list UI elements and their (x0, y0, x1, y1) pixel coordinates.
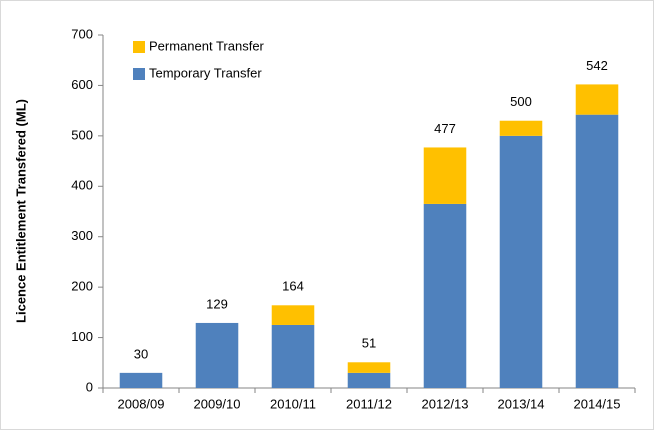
y-tick-label: 600 (71, 77, 93, 92)
legend-swatch (133, 41, 145, 53)
bar-segment (271, 305, 315, 325)
bar-segment (271, 324, 315, 388)
data-label: 129 (206, 296, 228, 311)
bar-segment (575, 84, 619, 115)
data-label: 30 (134, 346, 148, 361)
x-tick-label: 2013/14 (498, 396, 545, 411)
y-tick-label: 700 (71, 26, 93, 41)
bar-segment (347, 372, 391, 388)
y-tick-label: 100 (71, 329, 93, 344)
legend-label: Permanent Transfer (149, 38, 265, 53)
data-label: 477 (434, 121, 456, 136)
x-tick-label: 2008/09 (118, 396, 165, 411)
data-label: 164 (282, 279, 304, 294)
bar-segment (423, 147, 467, 204)
data-label: 51 (362, 336, 376, 351)
x-tick-label: 2014/15 (574, 396, 621, 411)
x-tick-label: 2009/10 (194, 396, 241, 411)
bar-segment (195, 322, 239, 388)
x-tick-label: 2010/11 (270, 396, 316, 411)
bar-segment (347, 362, 391, 373)
bar-segment (119, 372, 163, 388)
x-tick-label: 2012/13 (422, 396, 469, 411)
bar-segment (499, 120, 543, 136)
y-axis-label: Licence Entitlement Transfered (ML) (13, 99, 28, 323)
bar-segment (499, 135, 543, 388)
bar-segment (423, 203, 467, 388)
y-tick-label: 500 (71, 127, 93, 142)
y-tick-label: 0 (86, 379, 93, 394)
data-label: 542 (586, 58, 608, 73)
bar-segment (575, 114, 619, 389)
y-tick-label: 200 (71, 279, 93, 294)
data-label: 500 (510, 94, 532, 109)
y-tick-label: 400 (71, 178, 93, 193)
legend-swatch (133, 68, 145, 80)
y-tick-label: 300 (71, 228, 93, 243)
x-tick-label: 2011/12 (346, 396, 392, 411)
legend-label: Temporary Transfer (149, 65, 262, 80)
